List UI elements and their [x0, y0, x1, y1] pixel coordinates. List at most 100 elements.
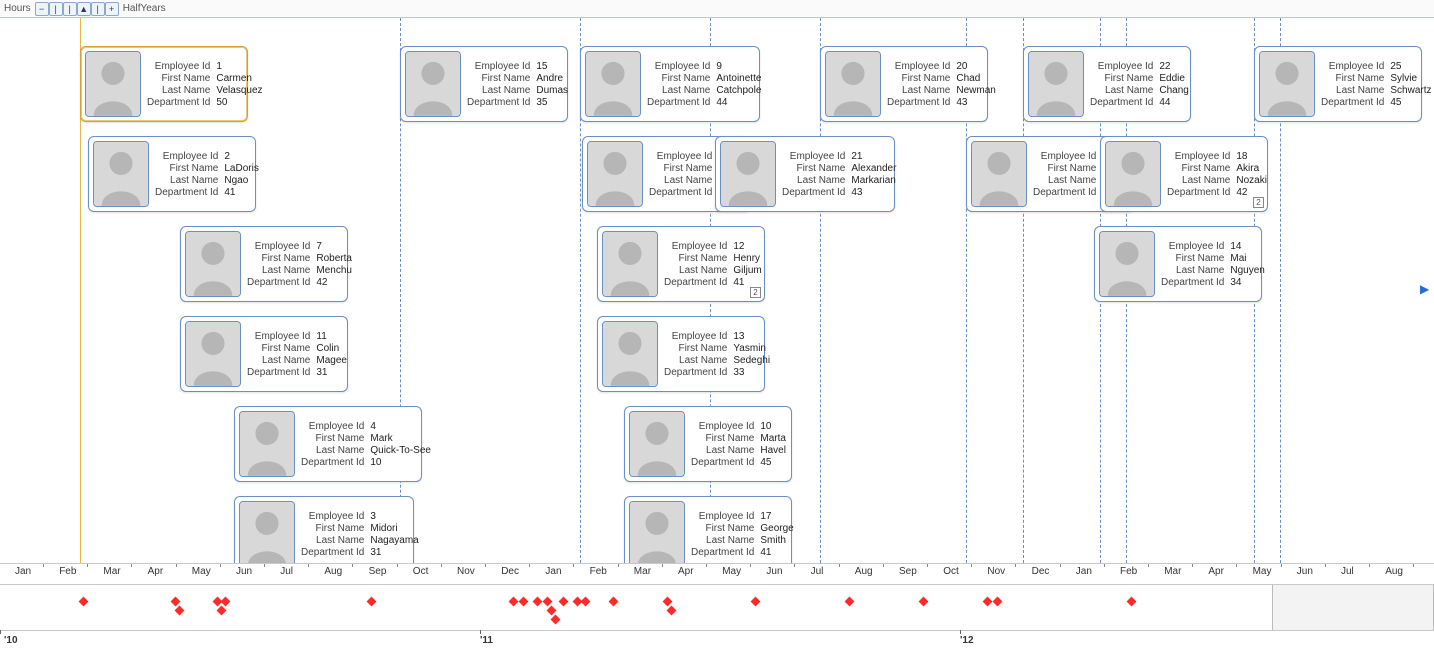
overview-marker-icon[interactable] — [217, 606, 227, 616]
employee-card[interactable]: Employee Id12First NameHenryLast NameGil… — [597, 226, 765, 302]
month-label: Apr — [678, 566, 694, 577]
overview-marker-icon[interactable] — [667, 606, 677, 616]
month-tick — [176, 564, 177, 567]
employee-card[interactable]: Employee Id22First NameEddieLast NameCha… — [1023, 46, 1191, 122]
employee-card[interactable]: Employee Id9First NameAntoinetteLast Nam… — [580, 46, 760, 122]
overview-marker-icon[interactable] — [609, 597, 619, 607]
department-id-value: 10 — [370, 457, 431, 468]
month-tick — [485, 564, 486, 567]
field-label: Employee Id — [1090, 61, 1153, 72]
employee-card[interactable]: Employee Id4First NameMarkLast NameQuick… — [234, 406, 422, 482]
card-badge: 2 — [1253, 197, 1264, 208]
avatar-icon — [1099, 231, 1155, 297]
overview-viewport[interactable] — [1272, 585, 1434, 630]
overview-marker-icon[interactable] — [367, 597, 377, 607]
employee-card[interactable]: Employee Id11First NameColinLast NameMag… — [180, 316, 348, 392]
field-label: Last Name — [1161, 265, 1224, 276]
department-id-value: 50 — [216, 97, 262, 108]
overview-marker-icon[interactable] — [559, 597, 569, 607]
overview-marker-icon[interactable] — [175, 606, 185, 616]
avatar-icon — [629, 501, 685, 563]
month-tick — [1413, 564, 1414, 567]
field-label: Last Name — [155, 175, 218, 186]
employee-id-value: 7 — [316, 241, 352, 252]
month-label: Aug — [324, 566, 342, 577]
month-label: Jun — [766, 566, 782, 577]
month-label: Dec — [1032, 566, 1050, 577]
avatar-icon — [93, 141, 149, 207]
employee-card[interactable]: Employee Id2First NameLaDorisLast NameNg… — [88, 136, 256, 212]
overview-marker-icon[interactable] — [919, 597, 929, 607]
month-label: Oct — [413, 566, 429, 577]
overview-marker-icon[interactable] — [845, 597, 855, 607]
field-label: Last Name — [467, 85, 530, 96]
overview-year-label: '10 — [4, 635, 18, 646]
month-label: Jun — [1297, 566, 1313, 577]
card-fields: Employee Id17First NameGeorgeLast NameSm… — [691, 501, 794, 563]
overview-marker-icon[interactable] — [1127, 597, 1137, 607]
field-label: First Name — [647, 73, 710, 84]
month-label: Feb — [59, 566, 76, 577]
overview-marker-icon[interactable] — [751, 597, 761, 607]
month-label: Dec — [501, 566, 519, 577]
overview-marker-icon[interactable] — [221, 597, 231, 607]
first-name-value: Andre — [536, 73, 568, 84]
avatar-icon — [602, 231, 658, 297]
overview-marker-icon[interactable] — [509, 597, 519, 607]
month-tick — [883, 564, 884, 567]
employee-card[interactable]: Employee Id20First NameChadLast NameNewm… — [820, 46, 988, 122]
employee-card[interactable]: Employee Id21First NameAlexanderLast Nam… — [715, 136, 895, 212]
field-label: Last Name — [649, 175, 712, 186]
zoom-tick2[interactable]: | — [63, 2, 77, 16]
field-label: First Name — [1161, 253, 1224, 264]
timeline-canvas[interactable]: Employee Id1First NameCarmenLast NameVel… — [0, 18, 1434, 563]
overview-marker-icon[interactable] — [519, 597, 529, 607]
overview-marker-icon[interactable] — [581, 597, 591, 607]
month-label: Jun — [236, 566, 252, 577]
employee-card[interactable]: Employee Id17First NameGeorgeLast NameSm… — [624, 496, 792, 563]
employee-card[interactable]: Employee Id14First NameMaiLast NameNguye… — [1094, 226, 1262, 302]
employee-card[interactable]: Employee Id10First NameMartaLast NameHav… — [624, 406, 792, 482]
month-label: May — [722, 566, 741, 577]
last-name-value: Smith — [760, 535, 793, 546]
field-label: First Name — [691, 523, 754, 534]
employee-card[interactable]: Employee Id7First NameRobertaLast NameMe… — [180, 226, 348, 302]
overview-marker-icon[interactable] — [79, 597, 89, 607]
employee-id-value: 9 — [716, 61, 761, 72]
employee-card[interactable]: Employee Id13First NameYasminLast NameSe… — [597, 316, 765, 392]
field-label: First Name — [649, 163, 712, 174]
employee-card[interactable]: Employee Id18First NameAkiraLast NameNoz… — [1100, 136, 1268, 212]
department-id-value: 43 — [956, 97, 995, 108]
employee-card[interactable]: Employee Id3First NameMidoriLast NameNag… — [234, 496, 414, 563]
employee-card[interactable]: Employee Id25First NameSylvieLast NameSc… — [1254, 46, 1422, 122]
employee-id-value: 22 — [1159, 61, 1188, 72]
employee-card[interactable]: Employee Id1First NameCarmenLast NameVel… — [80, 46, 248, 122]
employee-card[interactable]: Employee Id15First NameAndreLast NameDum… — [400, 46, 568, 122]
scroll-right-icon[interactable]: ▶ — [1420, 282, 1432, 296]
overview-marker-icon[interactable] — [993, 597, 1003, 607]
field-label: Last Name — [782, 175, 845, 186]
zoom-marker[interactable]: ▲ — [77, 2, 91, 16]
overview-marker-icon[interactable] — [551, 615, 561, 625]
month-tick — [397, 564, 398, 567]
field-label: Department Id — [691, 547, 754, 558]
overview-marker-icon[interactable] — [533, 597, 543, 607]
employee-id-value: 20 — [956, 61, 995, 72]
first-name-value: Roberta — [316, 253, 352, 264]
field-label: Last Name — [1167, 175, 1230, 186]
overview-marker-icon[interactable] — [983, 597, 993, 607]
department-id-value: 41 — [224, 187, 258, 198]
employee-id-value: 3 — [370, 511, 418, 522]
month-label: Mar — [103, 566, 120, 577]
first-name-value: Akira — [1236, 163, 1267, 174]
field-label: Employee Id — [691, 421, 754, 432]
zoom-out-button[interactable]: − — [35, 2, 49, 16]
field-label: Department Id — [247, 277, 310, 288]
overview-strip[interactable]: '10'11'12 — [0, 585, 1434, 648]
card-fields: Employee Id25First NameSylvieLast NameSc… — [1321, 51, 1432, 117]
field-label: Last Name — [664, 355, 727, 366]
zoom-in-button[interactable]: + — [105, 2, 119, 16]
zoom-tick1[interactable]: | — [49, 2, 63, 16]
zoom-tick3[interactable]: | — [91, 2, 105, 16]
last-name-value: Nozaki — [1236, 175, 1267, 186]
